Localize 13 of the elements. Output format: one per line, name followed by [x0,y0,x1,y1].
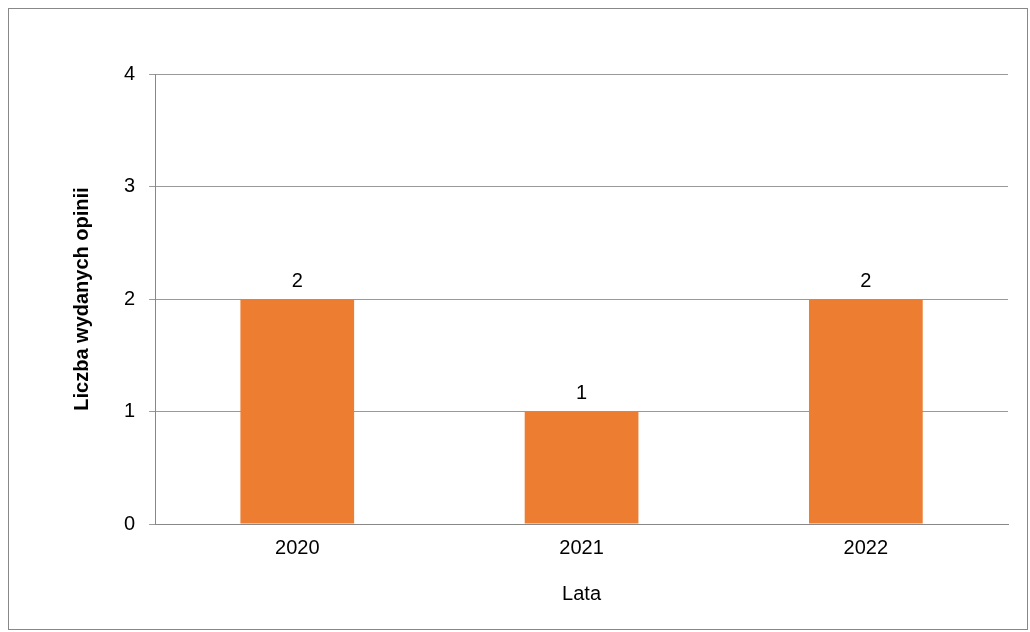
y-tick-label: 4 [124,61,136,84]
y-tick-label: 1 [124,399,136,422]
x-tick-label: 2020 [275,535,320,558]
y-tick-label: 0 [124,511,136,534]
x-tick-label: 2022 [843,535,889,558]
y-tick-label: 2 [124,286,136,309]
x-axis-title: Lata [562,581,602,604]
data-label: 1 [576,381,588,404]
data-label: 2 [291,268,303,291]
data-label: 2 [860,268,872,291]
y-axis-title: Liczba wydanych opinii [69,187,92,411]
y-tick-label: 3 [124,174,136,197]
x-tick-label: 2021 [559,535,604,558]
